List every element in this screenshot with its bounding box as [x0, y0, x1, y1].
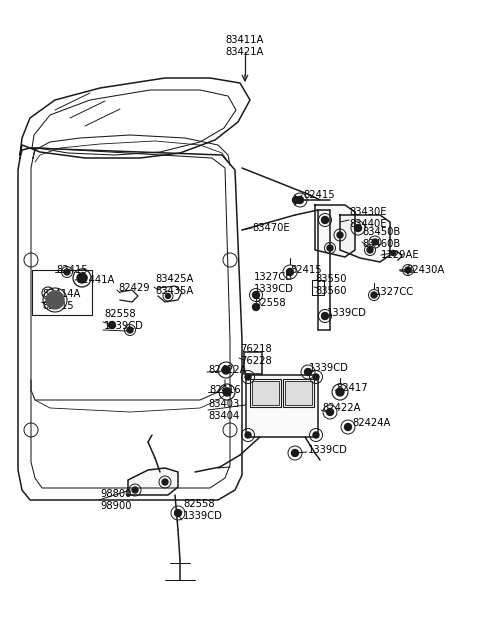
Circle shape — [245, 432, 251, 438]
Circle shape — [252, 303, 260, 310]
Text: 83470E: 83470E — [252, 223, 289, 233]
Text: 83430E
83440E: 83430E 83440E — [349, 207, 386, 229]
Circle shape — [372, 239, 378, 245]
Circle shape — [287, 269, 293, 276]
Bar — [252, 381, 279, 405]
Circle shape — [252, 291, 260, 298]
Bar — [250, 379, 281, 407]
Text: 83550
83560: 83550 83560 — [315, 274, 347, 296]
Text: 1129AE: 1129AE — [381, 250, 420, 260]
Text: 98800
98900: 98800 98900 — [100, 489, 132, 511]
Circle shape — [108, 322, 116, 328]
Text: 83411A
83421A: 83411A 83421A — [226, 35, 264, 57]
Polygon shape — [315, 205, 355, 257]
Text: 82422A: 82422A — [208, 365, 247, 375]
Text: 82422A: 82422A — [322, 403, 360, 413]
Bar — [32, 270, 92, 315]
Polygon shape — [246, 375, 318, 437]
Text: 82430A: 82430A — [406, 265, 444, 275]
Text: 82415: 82415 — [290, 265, 322, 275]
Circle shape — [355, 224, 361, 232]
Polygon shape — [340, 215, 390, 262]
Bar — [285, 381, 312, 405]
Text: 82424A: 82424A — [352, 418, 390, 428]
Text: 82417: 82417 — [336, 383, 368, 393]
Text: 82429: 82429 — [118, 283, 150, 293]
Circle shape — [175, 509, 181, 516]
Circle shape — [222, 366, 230, 374]
Circle shape — [223, 388, 231, 396]
Text: 1327CB
1339CD: 1327CB 1339CD — [254, 272, 294, 294]
Circle shape — [127, 327, 133, 333]
Polygon shape — [128, 468, 178, 495]
Text: 82558
1339CD: 82558 1339CD — [104, 309, 144, 331]
Circle shape — [322, 313, 328, 320]
Circle shape — [64, 269, 70, 275]
Circle shape — [162, 479, 168, 485]
Text: 82441A: 82441A — [76, 275, 114, 285]
Circle shape — [322, 217, 328, 224]
Text: 83425A
83435A: 83425A 83435A — [155, 274, 193, 296]
Text: 76218
76228: 76218 76228 — [240, 344, 272, 366]
Circle shape — [337, 232, 343, 238]
Text: 1327CC: 1327CC — [375, 287, 414, 297]
Text: 1339CD: 1339CD — [327, 308, 367, 318]
Bar — [283, 379, 314, 407]
Circle shape — [371, 292, 377, 298]
Circle shape — [77, 273, 87, 283]
Circle shape — [345, 423, 351, 431]
Circle shape — [327, 245, 333, 251]
Circle shape — [245, 374, 251, 380]
Circle shape — [166, 293, 170, 298]
Text: 82558
1339CD: 82558 1339CD — [183, 499, 223, 521]
Circle shape — [391, 251, 396, 256]
Text: 1339CD: 1339CD — [309, 363, 349, 373]
Circle shape — [291, 450, 299, 457]
Circle shape — [292, 197, 300, 203]
Circle shape — [405, 267, 411, 273]
Circle shape — [297, 197, 303, 203]
Circle shape — [336, 388, 344, 396]
Circle shape — [313, 374, 319, 380]
Text: 83450B
83460B: 83450B 83460B — [362, 227, 400, 249]
Bar — [246, 375, 318, 437]
Polygon shape — [244, 352, 262, 374]
Circle shape — [313, 432, 319, 438]
Text: 82414A
82415: 82414A 82415 — [42, 289, 80, 311]
Text: 1339CD: 1339CD — [308, 445, 348, 455]
Bar — [244, 352, 262, 374]
Circle shape — [46, 291, 64, 309]
Circle shape — [132, 487, 138, 493]
Text: 82416: 82416 — [209, 385, 240, 395]
Circle shape — [304, 369, 312, 376]
Circle shape — [326, 408, 334, 416]
Text: 82558: 82558 — [254, 298, 286, 308]
Circle shape — [367, 247, 373, 253]
Text: 82415: 82415 — [56, 265, 88, 275]
Text: 83403
83404: 83403 83404 — [208, 399, 239, 421]
Text: 82415: 82415 — [303, 190, 335, 200]
